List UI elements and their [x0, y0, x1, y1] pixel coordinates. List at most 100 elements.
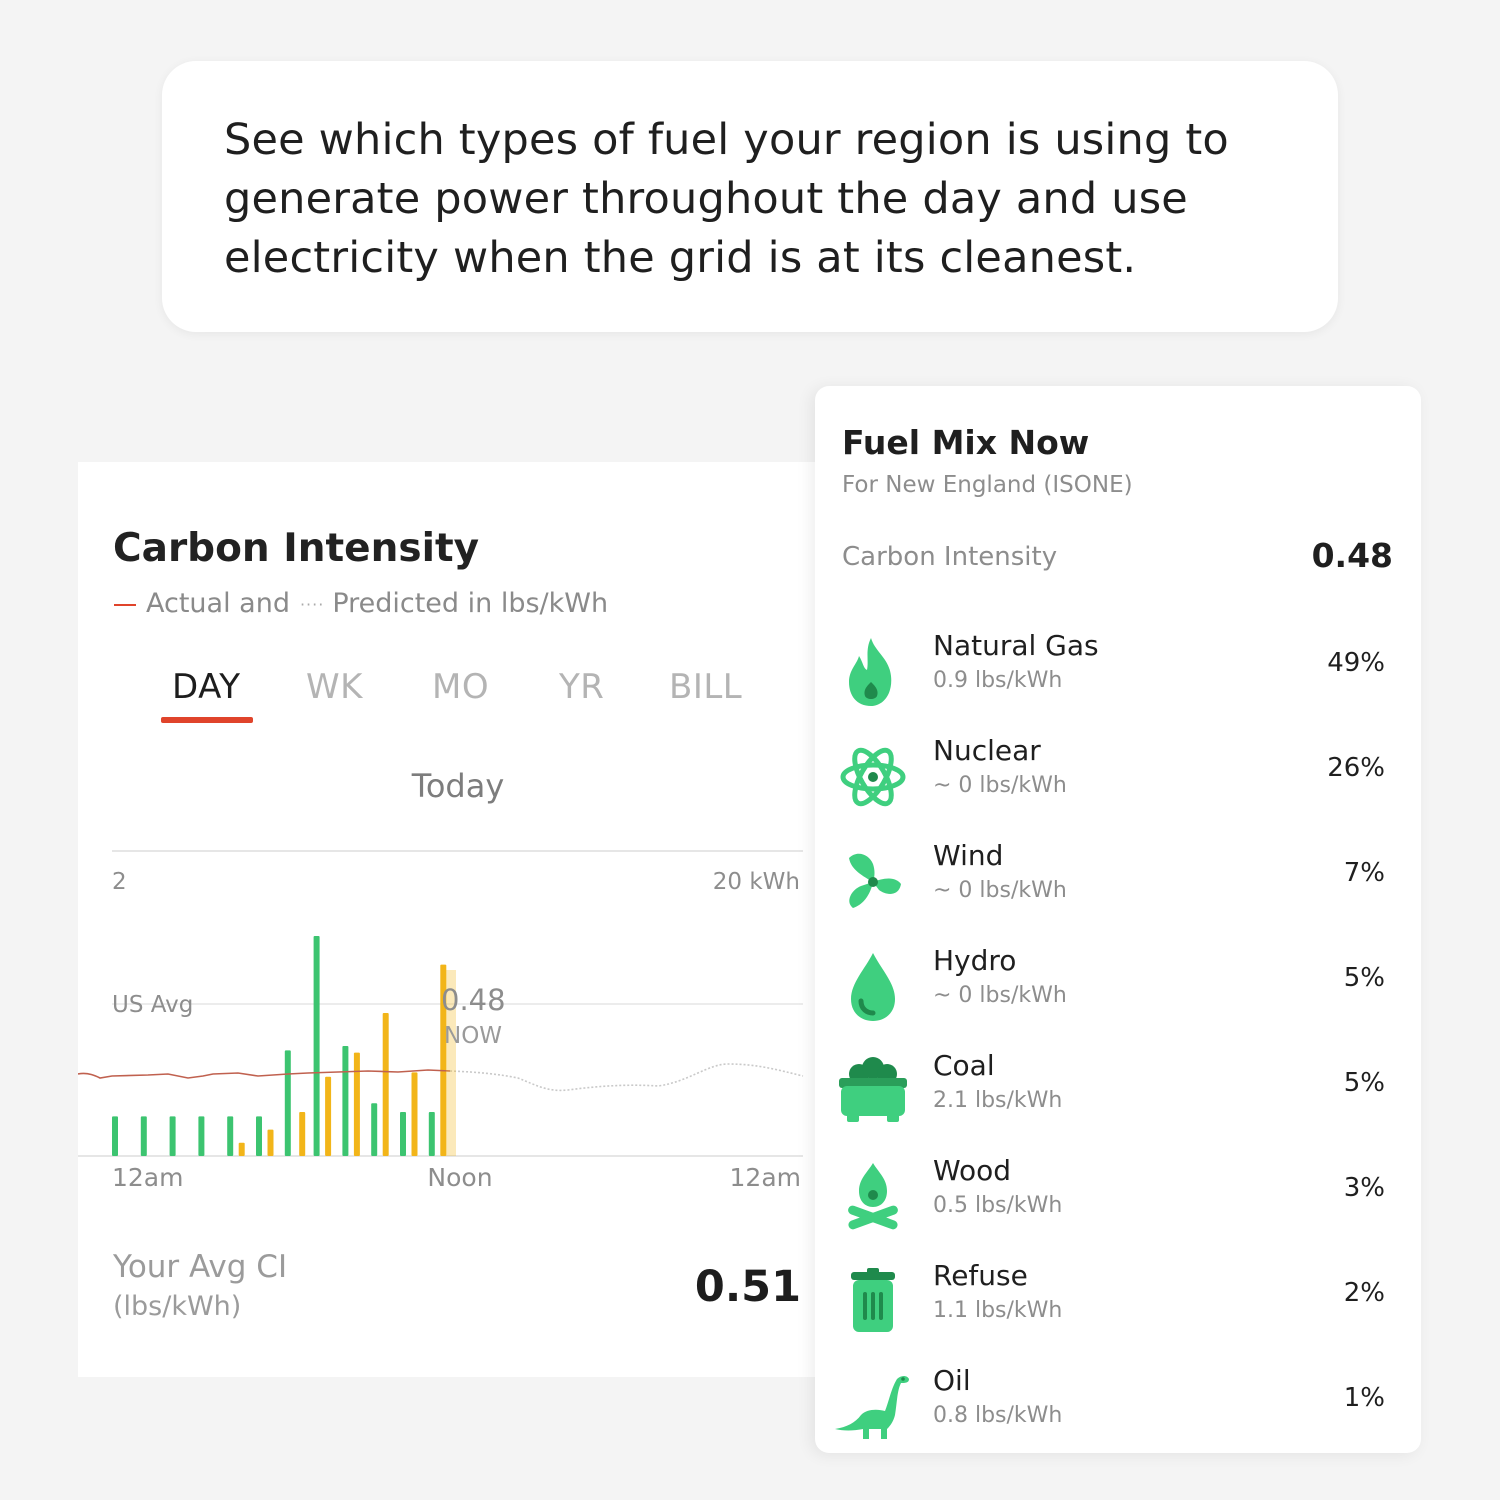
- predicted-bar: [325, 1076, 332, 1156]
- now-label: NOW: [444, 1023, 502, 1049]
- actual-bar: [256, 1116, 262, 1156]
- fuel-row-wind[interactable]: Wind ~ 0 lbs/kWh 7%: [815, 839, 1421, 947]
- actual-bar: [140, 1116, 147, 1156]
- legend-predicted-label: Predicted in lbs/kWh: [332, 588, 609, 619]
- your-avg-ci-title: Your Avg CI: [113, 1249, 288, 1285]
- carbon-intensity-subtitle: Actual and ···· Predicted in lbs/kWh: [114, 588, 608, 619]
- fuel-name: Oil: [933, 1364, 971, 1397]
- fuel-percent: 1%: [1343, 1383, 1385, 1413]
- fuel-name: Natural Gas: [933, 629, 1099, 662]
- period-label: Today: [411, 767, 505, 805]
- fuel-percent: 26%: [1327, 753, 1385, 783]
- now-highlight: [446, 970, 456, 1156]
- fuel-rate: 0.9 lbs/kWh: [933, 668, 1063, 693]
- fuel-name: Coal: [933, 1049, 995, 1082]
- actual-bar: [342, 1046, 349, 1156]
- your-avg-ci-unit: (lbs/kWh): [113, 1291, 242, 1322]
- fuel-rate: 0.8 lbs/kWh: [933, 1403, 1063, 1428]
- fuel-rate: ~ 0 lbs/kWh: [933, 878, 1067, 903]
- campfire-icon: [848, 1163, 898, 1230]
- predicted-bar: [440, 964, 447, 1156]
- range-tabs: DAY WK MO YR BILL: [78, 667, 823, 727]
- actual-bar: [227, 1116, 234, 1156]
- trash-can-icon: [851, 1268, 895, 1332]
- predicted-bar: [411, 1072, 418, 1156]
- tab-day[interactable]: DAY: [172, 667, 241, 707]
- predicted-bar: [382, 1013, 389, 1156]
- your-avg-ci-label: Your Avg CI (lbs/kWh): [113, 1247, 287, 1327]
- right-axis-top-label: 20 kWh: [713, 869, 800, 895]
- fuel-name: Refuse: [933, 1259, 1028, 1292]
- fuel-name: Nuclear: [933, 734, 1041, 767]
- fuel-row-refuse[interactable]: Refuse 1.1 lbs/kWh 2%: [815, 1259, 1421, 1367]
- predicted-bar: [353, 1052, 360, 1156]
- fuel-row-natural-gas[interactable]: Natural Gas 0.9 lbs/kWh 49%: [815, 629, 1421, 737]
- fuel-name: Wind: [933, 839, 1004, 872]
- fuel-rate: 2.1 lbs/kWh: [933, 1088, 1063, 1113]
- active-tab-indicator: [161, 717, 253, 723]
- intro-line-1: See which types of fuel your region is u…: [224, 115, 1229, 165]
- legend-actual-label: Actual and: [146, 588, 290, 619]
- fuel-mix-region: For New England (ISONE): [842, 472, 1133, 498]
- your-avg-ci-value: 0.51: [694, 1262, 801, 1312]
- fuel-percent: 5%: [1343, 963, 1385, 993]
- fuel-rate: 0.5 lbs/kWh: [933, 1193, 1063, 1218]
- predicted-bar: [299, 1112, 306, 1156]
- intro-line-3: electricity when the grid is at its clea…: [224, 233, 1137, 283]
- x-tick-start: 12am: [112, 1163, 183, 1192]
- actual-bar: [313, 936, 320, 1156]
- x-tick-end: 12am: [730, 1163, 801, 1192]
- fuel-row-nuclear[interactable]: Nuclear ~ 0 lbs/kWh 26%: [815, 734, 1421, 842]
- intro-callout: See which types of fuel your region is u…: [162, 61, 1338, 332]
- actual-bar: [284, 1050, 291, 1156]
- turbine-icon: [849, 853, 901, 908]
- predicted-legend-swatch: ····: [299, 595, 325, 614]
- fuel-rate: ~ 0 lbs/kWh: [933, 983, 1067, 1008]
- fuel-row-coal[interactable]: Coal 2.1 lbs/kWh 5%: [815, 1049, 1421, 1157]
- us-avg-label: US Avg: [112, 992, 193, 1018]
- fuel-mix-ci-label: Carbon Intensity: [842, 542, 1058, 572]
- actual-bar: [428, 1112, 435, 1156]
- fuel-percent: 7%: [1343, 858, 1385, 888]
- ci-predicted-line: [449, 1063, 804, 1092]
- fuel-rate: 1.1 lbs/kWh: [933, 1298, 1063, 1323]
- left-axis-top-label: 2: [112, 869, 127, 895]
- actual-bar: [400, 1112, 406, 1156]
- fuel-percent: 3%: [1343, 1173, 1385, 1203]
- fuel-rate: ~ 0 lbs/kWh: [933, 773, 1067, 798]
- actual-bar: [169, 1116, 176, 1156]
- carbon-intensity-card: Carbon Intensity Actual and ···· Predicted…: [78, 462, 823, 1377]
- actual-bar: [371, 1103, 378, 1156]
- tab-month[interactable]: MO: [432, 667, 490, 707]
- now-ci-value: 0.48: [441, 983, 506, 1017]
- fuel-row-hydro[interactable]: Hydro ~ 0 lbs/kWh 5%: [815, 944, 1421, 1052]
- bars-group: [112, 936, 447, 1156]
- fuel-row-wood[interactable]: Wood 0.5 lbs/kWh 3%: [815, 1154, 1421, 1262]
- dinosaur-icon: [835, 1376, 909, 1439]
- fuel-mix-card: Fuel Mix Now For New England (ISONE) Car…: [815, 386, 1421, 1453]
- flame-icon: [849, 638, 892, 706]
- carbon-intensity-title: Carbon Intensity: [113, 526, 480, 571]
- coal-cart-icon: [839, 1057, 907, 1122]
- actual-bar: [198, 1116, 205, 1156]
- predicted-bar: [267, 1129, 274, 1156]
- fuel-mix-ci-value: 0.48: [1311, 536, 1393, 575]
- fuel-row-oil[interactable]: Oil 0.8 lbs/kWh 1%: [815, 1364, 1421, 1472]
- actual-bar: [112, 1116, 118, 1156]
- intro-line-2: generate power throughout the day and us…: [224, 174, 1188, 224]
- fuel-mix-title: Fuel Mix Now: [842, 423, 1090, 462]
- ci-actual-line: [78, 1069, 451, 1079]
- actual-legend-swatch: [114, 603, 136, 606]
- fuel-percent: 2%: [1343, 1278, 1385, 1308]
- tab-year[interactable]: YR: [559, 667, 605, 707]
- fuel-percent: 49%: [1327, 648, 1385, 678]
- atom-icon: [840, 747, 906, 807]
- x-tick-noon: Noon: [427, 1163, 492, 1192]
- fuel-percent: 5%: [1343, 1068, 1385, 1098]
- tab-week[interactable]: WK: [306, 667, 363, 707]
- carbon-intensity-chart: 2 20 kWh US Avg 0.48 NOW 12am Noon 12am: [78, 850, 804, 1192]
- fuel-name: Hydro: [933, 944, 1017, 977]
- predicted-bar: [238, 1142, 245, 1156]
- tab-bill[interactable]: BILL: [669, 667, 743, 707]
